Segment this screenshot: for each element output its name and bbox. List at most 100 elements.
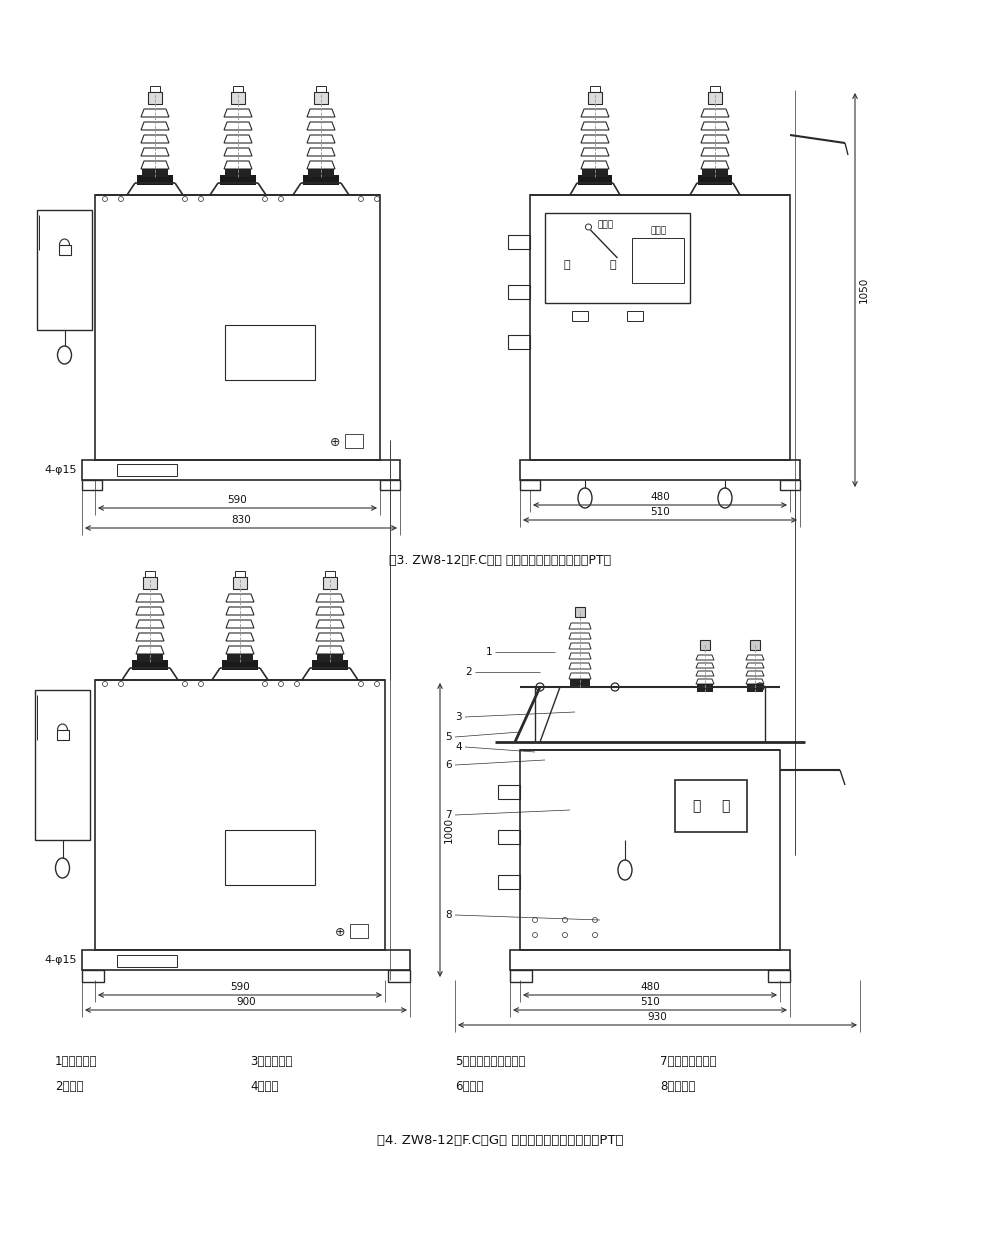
Text: 分: 分 — [692, 799, 701, 813]
Text: 590: 590 — [230, 982, 250, 992]
Circle shape — [611, 683, 619, 691]
Bar — [231, 92, 245, 104]
Text: 8: 8 — [445, 910, 452, 920]
Bar — [132, 660, 168, 670]
Text: 1000: 1000 — [444, 817, 454, 843]
Text: 5: 5 — [445, 732, 452, 742]
Bar — [222, 660, 258, 670]
Bar — [780, 480, 800, 490]
Text: 590: 590 — [228, 495, 247, 505]
Bar — [303, 175, 339, 185]
Text: 4-φ15: 4-φ15 — [44, 955, 77, 965]
Text: 已储能: 已储能 — [598, 221, 614, 229]
Bar — [233, 86, 243, 92]
Bar — [697, 684, 713, 692]
Circle shape — [536, 683, 544, 691]
Bar — [325, 570, 335, 577]
Bar — [316, 86, 326, 92]
Bar — [137, 175, 173, 185]
Bar — [498, 830, 520, 844]
Bar — [545, 213, 690, 303]
Text: 7、隔离开关支架: 7、隔离开关支架 — [660, 1055, 716, 1068]
Bar — [143, 577, 157, 589]
Text: 830: 830 — [231, 515, 251, 525]
Text: 合: 合 — [610, 260, 617, 270]
Bar — [350, 924, 368, 937]
Bar — [590, 86, 600, 92]
Bar — [233, 577, 247, 589]
Bar — [312, 660, 348, 670]
Bar — [520, 480, 540, 490]
Text: ⊕: ⊕ — [330, 435, 340, 449]
Bar — [578, 175, 612, 185]
Bar — [520, 750, 780, 950]
Bar — [220, 175, 256, 185]
Bar — [345, 434, 363, 448]
Bar — [82, 480, 102, 490]
Bar — [225, 325, 315, 379]
Text: 2: 2 — [465, 667, 472, 677]
Text: 1: 1 — [485, 647, 492, 657]
Bar — [95, 680, 385, 950]
Text: 1050: 1050 — [859, 277, 869, 303]
Bar — [317, 653, 343, 662]
Bar — [225, 169, 251, 177]
Bar — [56, 730, 68, 740]
Text: 4: 4 — [455, 742, 462, 751]
Text: 5、隔离开关操作手柄: 5、隔离开关操作手柄 — [455, 1055, 525, 1068]
Bar — [572, 311, 588, 321]
Bar — [710, 86, 720, 92]
Text: 4、支柱: 4、支柱 — [250, 1080, 278, 1092]
Text: ⊕: ⊕ — [335, 925, 345, 939]
Bar — [530, 195, 790, 460]
Text: 分: 分 — [563, 260, 570, 270]
Text: 图3. ZW8-12（F.C）型 外形及安装尺寸图（内置PT）: 图3. ZW8-12（F.C）型 外形及安装尺寸图（内置PT） — [389, 553, 611, 567]
Text: 1、接触刀片: 1、接触刀片 — [55, 1055, 98, 1068]
Bar — [575, 608, 585, 618]
Bar — [498, 785, 520, 799]
Bar — [235, 570, 245, 577]
Circle shape — [756, 683, 764, 691]
Bar — [632, 238, 684, 283]
Bar — [380, 480, 400, 490]
Bar — [698, 175, 732, 185]
Bar — [570, 680, 590, 687]
Bar — [314, 92, 328, 104]
Text: 7: 7 — [445, 810, 452, 820]
Bar — [498, 875, 520, 889]
Bar — [82, 970, 104, 982]
Bar — [508, 236, 530, 249]
Text: 4-φ15: 4-φ15 — [44, 465, 77, 475]
Bar — [58, 246, 70, 255]
Bar — [82, 950, 410, 970]
Bar — [627, 311, 643, 321]
Bar — [750, 640, 760, 650]
Bar — [148, 92, 162, 104]
Bar — [747, 684, 763, 692]
Bar — [510, 950, 790, 970]
Bar — [225, 830, 315, 885]
Text: 480: 480 — [650, 492, 670, 502]
Text: 510: 510 — [650, 507, 670, 517]
Bar — [388, 970, 410, 982]
Text: 图4. ZW8-12（F.C）G型 外形及安装尺寸图（内置PT）: 图4. ZW8-12（F.C）G型 外形及安装尺寸图（内置PT） — [377, 1133, 623, 1147]
Bar — [768, 970, 790, 982]
Bar — [37, 210, 92, 330]
Bar — [520, 460, 800, 480]
Bar — [675, 780, 747, 832]
Bar — [510, 970, 532, 982]
Bar — [708, 92, 722, 104]
Bar — [117, 464, 177, 476]
Text: 930: 930 — [648, 1012, 667, 1022]
Text: 480: 480 — [640, 982, 660, 992]
Bar — [508, 335, 530, 348]
Text: 3: 3 — [455, 712, 462, 722]
Text: 510: 510 — [640, 997, 660, 1007]
Bar — [35, 689, 90, 839]
Text: 未储能: 未储能 — [650, 226, 666, 236]
Bar — [117, 955, 177, 967]
Bar — [588, 92, 602, 104]
Bar — [700, 640, 710, 650]
Bar — [582, 169, 608, 177]
Bar — [137, 653, 163, 662]
